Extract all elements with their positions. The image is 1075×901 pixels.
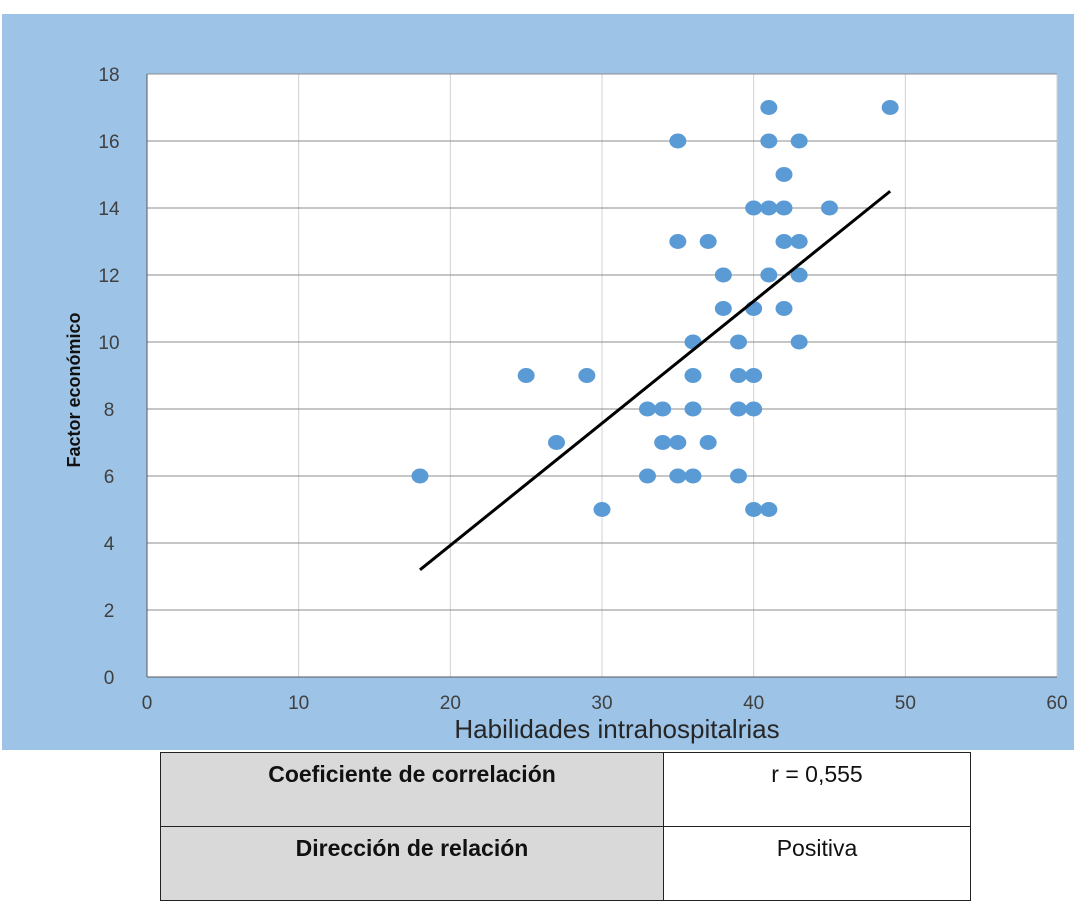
data-point: [684, 334, 702, 350]
data-point: [411, 468, 429, 484]
data-point: [548, 435, 565, 450]
data-point: [669, 435, 687, 450]
data-point: [669, 468, 687, 484]
data-point: [745, 368, 763, 383]
data-point: [745, 200, 763, 216]
data-point: [775, 234, 793, 249]
correlation-table: Coeficiente de correlación r = 0,555 Dir…: [160, 752, 971, 901]
x-tick-label: 60: [1046, 693, 1067, 714]
y-tick-label: 4: [104, 534, 115, 555]
scatter-chart: 0 10 20 30 40 50 60 0 2 4 6 8 10 12 14 16 18 Habilidades …: [64, 65, 1068, 744]
data-point: [790, 133, 808, 149]
trendline: [419, 190, 892, 571]
data-point: [775, 167, 793, 182]
data-point: [760, 267, 778, 283]
data-point: [881, 100, 899, 115]
data-point: [517, 368, 535, 383]
data-point: [593, 502, 611, 517]
data-point: [639, 468, 656, 484]
correlation-label: Coeficiente de correlación: [160, 752, 664, 827]
direction-value: Positiva: [663, 826, 971, 901]
data-point: [730, 368, 747, 383]
data-point: [654, 401, 672, 417]
data-point: [790, 234, 808, 249]
data-point: [730, 334, 747, 350]
x-axis-title: Habilidades intrahospitalrias: [454, 714, 779, 744]
data-point: [714, 267, 732, 283]
x-tick-label: 20: [440, 693, 461, 714]
y-tick-label: 2: [104, 601, 115, 622]
data-point: [639, 401, 656, 417]
data-point: [745, 502, 763, 517]
data-point: [760, 100, 778, 115]
data-point: [745, 401, 763, 417]
data-point: [790, 267, 808, 283]
y-tick-label: 12: [98, 266, 119, 287]
data-point: [714, 301, 732, 316]
y-tick-label: 18: [98, 65, 119, 86]
y-axis-title: Factor económico: [64, 312, 84, 467]
data-point: [699, 435, 717, 450]
y-tick-label: 16: [98, 132, 119, 153]
y-tick-label: 6: [104, 467, 115, 488]
data-point: [760, 502, 778, 517]
data-point: [654, 435, 672, 450]
data-point: [790, 334, 808, 350]
data-point: [669, 133, 687, 149]
x-tick-label: 0: [142, 693, 153, 714]
correlation-value: r = 0,555: [663, 752, 971, 827]
data-point: [684, 401, 702, 417]
data-point: [699, 234, 717, 249]
y-tick-label: 10: [98, 333, 119, 354]
data-point: [745, 301, 763, 316]
data-point: [730, 468, 747, 484]
x-tick-label: 50: [895, 693, 916, 714]
x-tick-label: 10: [288, 693, 309, 714]
table-row: Coeficiente de correlación r = 0,555: [160, 752, 971, 827]
data-point: [760, 200, 778, 216]
data-point: [730, 401, 747, 417]
data-point: [760, 133, 778, 149]
direction-label: Dirección de relación: [160, 826, 664, 901]
data-point: [821, 200, 838, 216]
data-point: [669, 234, 687, 249]
data-point: [684, 468, 702, 484]
data-point: [775, 301, 793, 316]
y-tick-label: 14: [98, 199, 120, 220]
data-point: [578, 368, 596, 383]
x-tick-label: 40: [743, 693, 764, 714]
data-point: [775, 200, 793, 216]
data-point: [684, 368, 702, 383]
table-row: Dirección de relación Positiva: [160, 826, 971, 901]
chart-area: 0 10 20 30 40 50 60 0 2 4 6 8 10 12 14 16 18 Habilidades …: [2, 14, 1074, 750]
x-tick-label: 30: [591, 693, 612, 714]
y-tick-label: 8: [104, 400, 115, 421]
y-tick-label: 0: [104, 668, 115, 689]
